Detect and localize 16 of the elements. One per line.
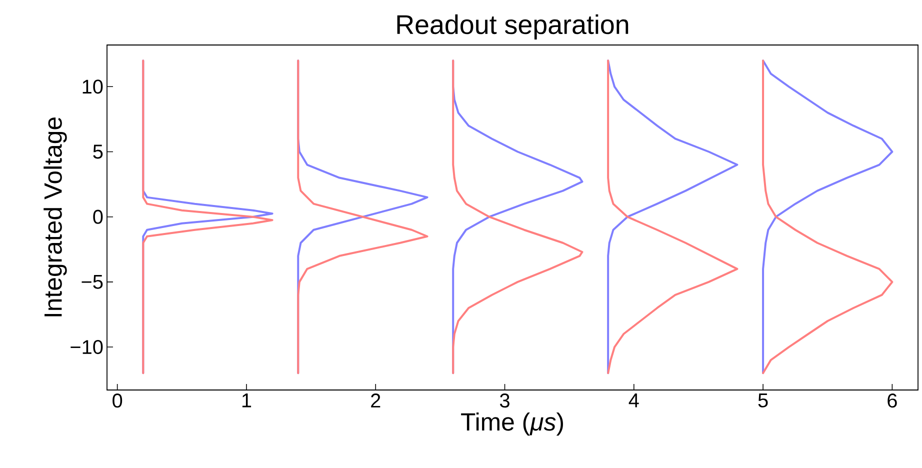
y-tick-label: 10 [82, 80, 103, 94]
chart-title: Readout separation [397, 14, 628, 40]
y-axis-title: Integrated Voltage [44, 118, 67, 316]
x-tick-label: 2 [371, 394, 380, 408]
x-tick-label: 3 [500, 394, 510, 408]
y-tick-label: 0 [93, 210, 103, 224]
y-tick-label: −5 [82, 274, 103, 289]
line-series [142, 60, 274, 374]
x-tick-label: 4 [628, 394, 639, 408]
x-tick-label: 0 [112, 394, 122, 408]
x-tick-label: 5 [758, 394, 768, 408]
x-tick-label: 1 [242, 394, 252, 408]
y-tick-label: −10 [70, 340, 103, 354]
x-axis-title: Time (μs) [461, 412, 563, 436]
x-tick-label: 6 [888, 394, 897, 408]
y-tick-label: 5 [93, 144, 103, 159]
